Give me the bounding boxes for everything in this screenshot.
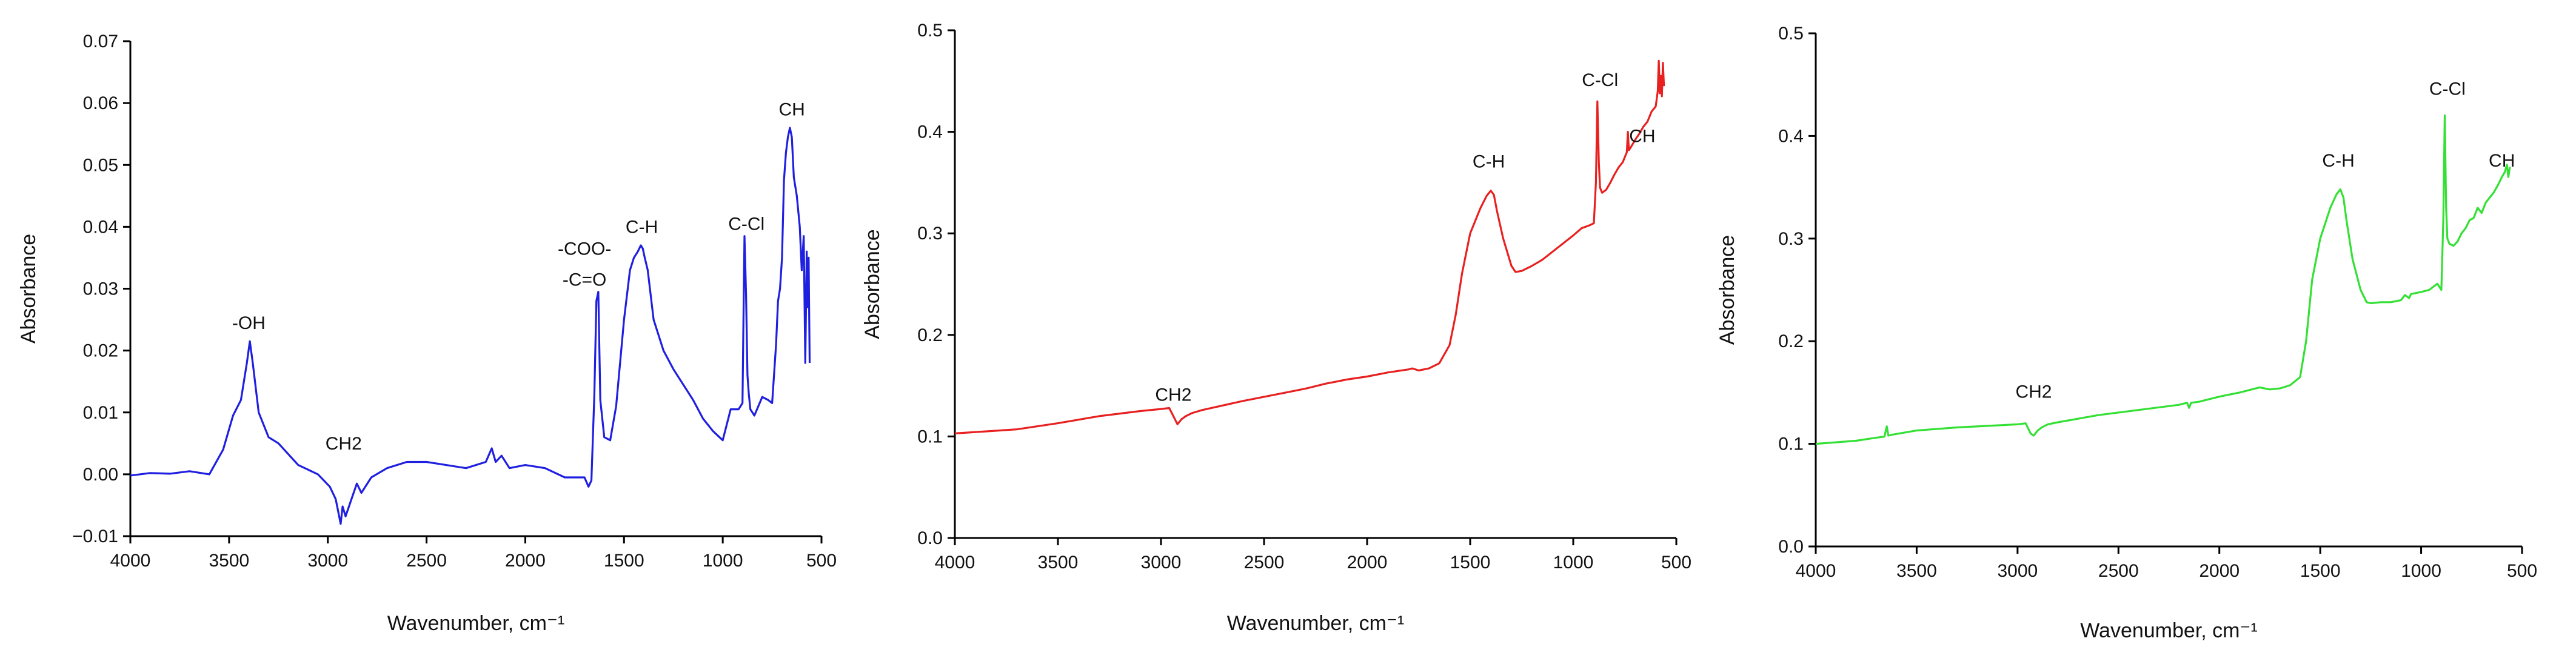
peak-annotation: CH2 (2015, 382, 2052, 402)
x-axis-title: Wavenumber, cm⁻¹ (2080, 619, 2258, 642)
spectrum-chart-3: 0.0 0.1 0.2 0.3 0.4 0.5 4000 3500 3000 2500 2000 15… (1716, 24, 2537, 642)
x-tick-label: 500 (1661, 553, 1691, 573)
x-tick-label: 2000 (505, 551, 546, 571)
y-tick-label: 0.07 (83, 32, 118, 51)
y-tick-label: 0.0 (1778, 537, 1804, 557)
y-tick-label: 0.2 (1778, 331, 1804, 351)
x-tick-label: 1000 (703, 551, 743, 571)
y-tick-label: 0.00 (83, 465, 118, 485)
spectrum-chart-1: −0.01 0.00 0.01 0.02 0.03 0.04 0.05 0.06 0.07 400… (17, 32, 837, 635)
y-axis-title: Absorbance (861, 229, 884, 339)
y-tick-label: 0.1 (1778, 434, 1804, 454)
peak-annotation: CH (778, 100, 805, 120)
y-axis-title: Absorbance (1716, 235, 1739, 345)
x-axis-title: Wavenumber, cm⁻¹ (387, 612, 565, 635)
y-tick-label: 0.2 (917, 325, 943, 345)
x-tick-label: 4000 (935, 553, 975, 573)
y-tick-label: 0.04 (83, 217, 118, 237)
x-tick-label: 3500 (209, 551, 249, 571)
x-tick-label: 1500 (604, 551, 644, 571)
spectrum-line (130, 127, 811, 525)
x-tick-label: 3000 (1997, 561, 2038, 581)
y-tick-label: 0.05 (83, 155, 118, 175)
peak-annotation: C-Cl (728, 214, 764, 234)
peak-annotation: C-H (1473, 151, 1505, 171)
x-tick-label: 2500 (1244, 553, 1285, 573)
peak-annotation: CH (1629, 126, 1655, 146)
x-tick-label: 2000 (1347, 553, 1388, 573)
x-tick-label: 3500 (1896, 561, 1937, 581)
spectrum-line (1815, 114, 2511, 445)
peak-annotation: -OH (232, 313, 266, 333)
x-tick-label: 4000 (110, 551, 151, 571)
peak-annotation: -COO- (558, 239, 611, 259)
y-tick-label: 0.06 (83, 93, 118, 113)
y-tick-label: 0.3 (1778, 229, 1804, 249)
y-tick-label: 0.1 (917, 427, 943, 447)
x-tick-label: 2500 (406, 551, 447, 571)
x-tick-label: 1500 (1450, 553, 1491, 573)
peak-annotation: -C=O (563, 270, 607, 290)
x-tick-label: 1000 (1553, 553, 1594, 573)
spectrum-chart-2: 0.0 0.1 0.2 0.3 0.4 0.5 4000 3500 3000 2500 2000 15… (861, 21, 1691, 635)
spectrum-line (954, 59, 1665, 434)
x-tick-label: 500 (806, 551, 837, 571)
x-tick-label: 2500 (2098, 561, 2139, 581)
y-tick-label: 0.0 (917, 528, 943, 548)
y-tick-label: 0.4 (917, 122, 943, 142)
peak-annotation: C-Cl (2429, 79, 2466, 99)
x-tick-label: 3000 (1141, 553, 1182, 573)
y-tick-label: −0.01 (72, 526, 118, 546)
x-axis-title: Wavenumber, cm⁻¹ (1227, 612, 1405, 635)
peak-annotation: CH2 (1155, 385, 1191, 405)
x-tick-label: 1500 (2300, 561, 2341, 581)
x-tick-label: 500 (2507, 561, 2537, 581)
peak-annotation: C-H (626, 217, 658, 237)
x-tick-label: 3500 (1038, 553, 1079, 573)
x-tick-label: 3000 (307, 551, 348, 571)
y-tick-label: 0.02 (83, 341, 118, 361)
y-tick-label: 0.01 (83, 403, 118, 423)
y-tick-label: 0.4 (1778, 126, 1804, 146)
y-tick-label: 0.5 (1778, 24, 1804, 44)
y-tick-label: 0.03 (83, 279, 118, 299)
peak-annotation: C-Cl (1582, 70, 1618, 90)
y-axis-title: Absorbance (17, 234, 40, 344)
y-tick-label: 0.5 (917, 21, 943, 41)
x-tick-label: 1000 (2401, 561, 2441, 581)
peak-annotation: C-H (2322, 151, 2354, 171)
y-tick-label: 0.3 (917, 224, 943, 244)
peak-annotation: CH (2489, 151, 2515, 171)
peak-annotation: CH2 (326, 434, 362, 454)
x-tick-label: 2000 (2199, 561, 2240, 581)
x-tick-label: 4000 (1796, 561, 1836, 581)
